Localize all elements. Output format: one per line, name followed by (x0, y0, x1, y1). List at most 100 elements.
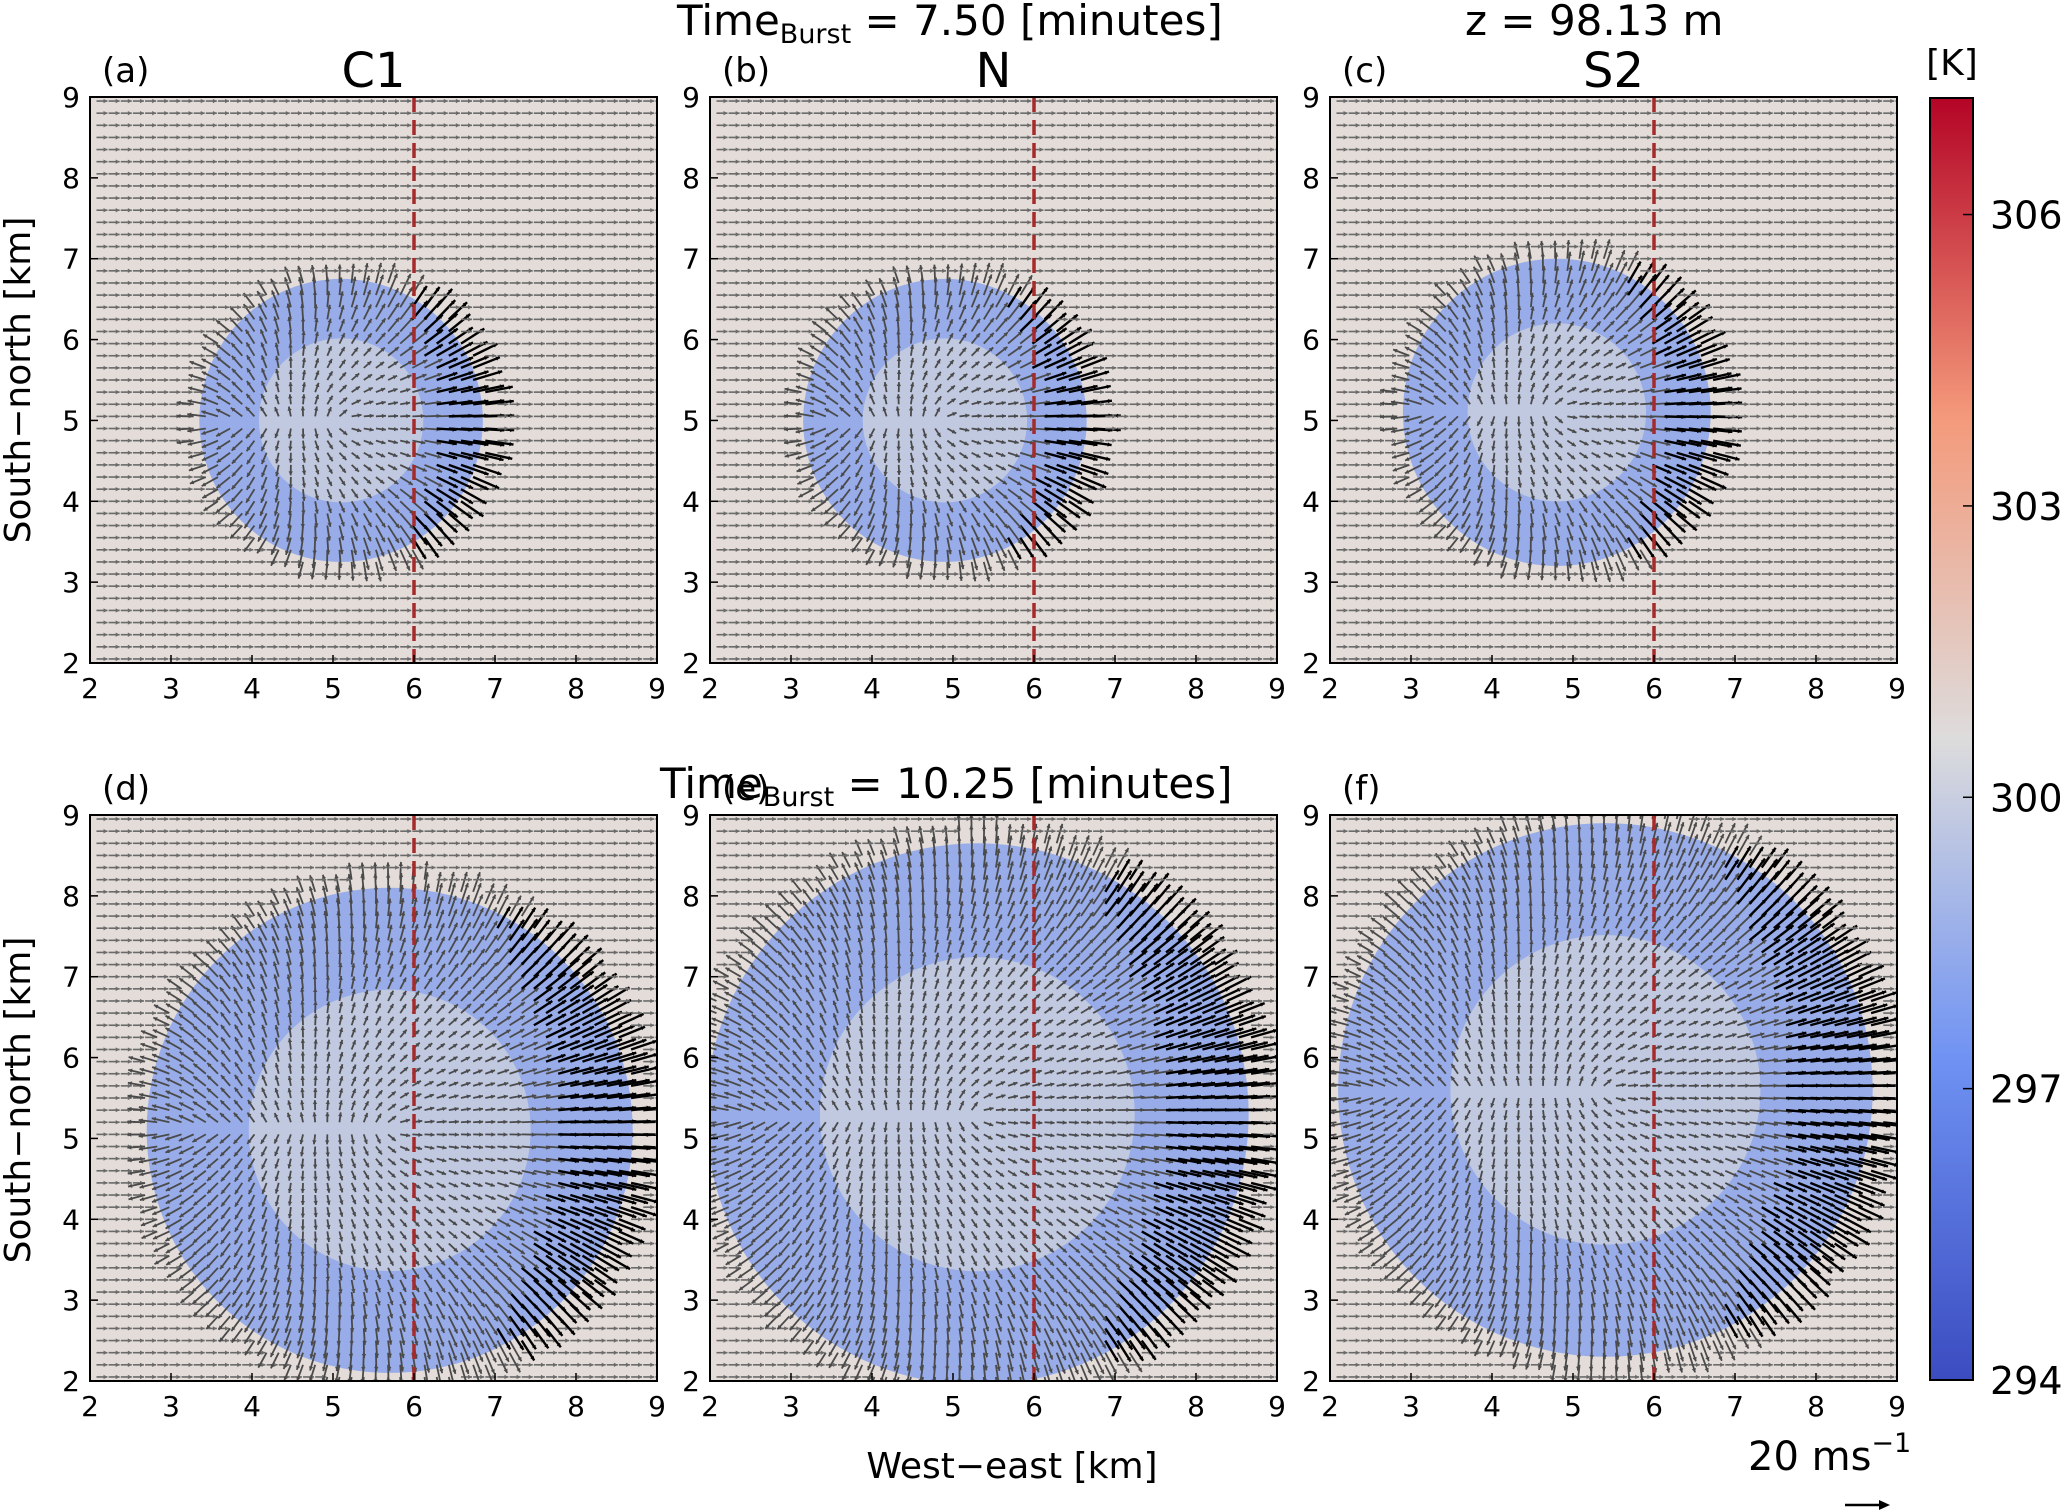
wind-arrow-head (377, 577, 382, 582)
wind-arrow-head (312, 550, 317, 555)
wind-arrow-head (613, 523, 618, 528)
wind-arrow-head (589, 511, 594, 516)
wind-arrow-head (577, 584, 582, 589)
wind-arrow-head (358, 596, 363, 601)
wind-arrow-head (613, 608, 618, 613)
wind-arrow-head (504, 462, 509, 468)
wind-arrow-head (1124, 644, 1129, 649)
wind-arrow-head (650, 195, 655, 201)
wind-arrow-head (176, 256, 181, 261)
wind-arrow-head (346, 571, 351, 577)
wind-arrow-head (638, 280, 643, 286)
wind-arrow-head (1088, 608, 1092, 613)
wind-arrow-head (455, 523, 460, 528)
wind-arrow-head (393, 480, 399, 485)
wind-arrow-head (480, 632, 485, 637)
wind-arrow-head (455, 220, 460, 225)
wind-arrow-head (1002, 596, 1007, 601)
wind-arrow-head (577, 98, 582, 104)
wind-arrow-head (301, 446, 306, 451)
wind-arrow-head (288, 484, 293, 489)
wind-arrow-head (504, 305, 509, 310)
wind-arrow-head (357, 413, 362, 418)
wind-arrow-head (497, 370, 503, 375)
wind-arrow-head (152, 523, 157, 528)
wind-arrow-head (553, 341, 558, 346)
wind-arrow-head (139, 608, 144, 613)
wind-arrow-head (127, 450, 132, 455)
wind-arrow-head (246, 498, 251, 503)
wind-arrow-head (152, 123, 157, 128)
wind-arrow-head (393, 426, 399, 432)
wind-arrow-head (216, 382, 222, 387)
wind-arrow-head (735, 644, 740, 649)
wind-arrow-head (492, 123, 497, 128)
wind-arrow-head (127, 159, 132, 164)
wind-arrow-head (287, 524, 292, 529)
wind-arrow-head (188, 486, 193, 492)
wind-arrow-head (504, 317, 509, 322)
wind-arrow-head (650, 256, 655, 261)
wind-arrow-head (310, 98, 315, 104)
wind-arrow-head (772, 608, 777, 613)
wind-arrow-head (115, 195, 120, 201)
wind-arrow (435, 500, 459, 519)
wind-arrow-head (176, 547, 181, 552)
wind-arrow-head (516, 98, 521, 104)
wind-arrow-head (662, 584, 666, 588)
wind-arrow-head (152, 256, 157, 261)
wind-arrow-head (188, 208, 193, 213)
wind-arrow-head (625, 499, 630, 504)
wind-arrow-head (212, 486, 217, 492)
wind-arrow-head (225, 111, 229, 116)
wind-arrow-head (601, 571, 606, 577)
wind-arrow-head (327, 508, 332, 513)
wind-arrow-head (164, 656, 169, 662)
wind-arrow-head (437, 454, 442, 459)
wind-arrow-head (553, 195, 558, 201)
wind-arrow-head (115, 244, 120, 249)
wind-arrow-head (437, 359, 443, 363)
wind-arrow-head (662, 390, 666, 394)
wind-arrow-head (808, 644, 813, 649)
wind-arrow-head (917, 620, 922, 625)
wind-arrow-head (480, 341, 485, 346)
wind-arrow (472, 475, 500, 490)
wind-arrow-head (287, 510, 293, 516)
wind-arrow-head (528, 547, 533, 552)
wind-arrow-head (577, 159, 582, 164)
wind-arrow-head (406, 374, 412, 379)
wind-arrow-head (152, 147, 157, 152)
wind-arrow-head (1270, 644, 1275, 649)
wind-arrow-head (638, 317, 643, 322)
wind-arrow-head (553, 353, 558, 358)
wind-arrow-head (115, 389, 120, 395)
wind-arrow-head (455, 280, 460, 286)
wind-arrow-head (905, 596, 910, 601)
wind-arrow-head (139, 584, 144, 589)
wind-arrow-head (942, 608, 947, 613)
wind-arrow-head (322, 268, 327, 274)
wind-arrow-head (528, 111, 533, 116)
wind-arrow-head (893, 656, 898, 662)
wind-arrow-head (393, 400, 398, 406)
wind-arrow-head (1075, 620, 1080, 625)
wind-arrow-head (1015, 620, 1020, 625)
wind-arrow-head (323, 575, 329, 580)
wind-arrow-head (625, 402, 630, 407)
wind-arrow-head (504, 547, 509, 552)
wind-arrow-head (723, 644, 728, 649)
wind-arrow-head (577, 377, 582, 383)
wind-arrow-head (358, 268, 363, 274)
wind-arrow-head (540, 232, 545, 237)
wind-arrow-head (152, 208, 157, 213)
wind-arrow-head (1221, 632, 1226, 637)
wind-arrow-head (468, 268, 472, 274)
wind-arrow-head (176, 159, 181, 164)
wind-arrow-head (662, 244, 666, 248)
wind-arrow-head (164, 123, 169, 128)
wind-arrow-head (443, 256, 448, 261)
wind-arrow-head (310, 208, 315, 213)
wind-arrow-head (589, 499, 594, 504)
wind-arrow-head (437, 372, 442, 378)
